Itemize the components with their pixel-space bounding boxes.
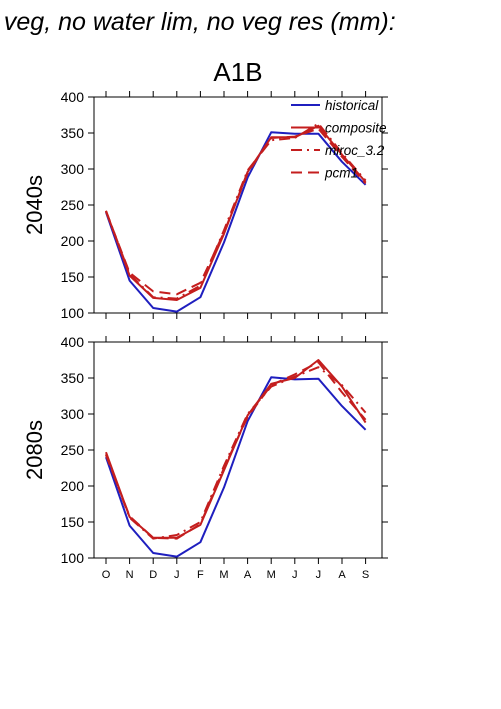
x-tick-label: A: [244, 569, 252, 581]
y-tick-label: 250: [61, 442, 85, 458]
y-tick-label: 350: [61, 370, 85, 386]
scenario-title: A1B: [213, 57, 262, 87]
legend-entry-label: historical: [325, 98, 379, 113]
y-tick-label: 100: [61, 305, 85, 321]
x-tick-label: O: [102, 569, 111, 581]
panel-row-label: 2080s: [22, 420, 47, 480]
x-tick-label: A: [338, 569, 346, 581]
y-tick-label: 200: [61, 233, 85, 249]
x-tick-label: J: [316, 569, 322, 581]
x-tick-label: D: [149, 569, 157, 581]
series-line-pcm1: [105, 127, 367, 296]
y-tick-label: 100: [61, 550, 85, 566]
panel-row-label: 2040s: [22, 175, 47, 235]
legend-entry-label: miroc_3.2: [325, 143, 385, 158]
series-line-pcm1: [105, 361, 367, 540]
legend-entry-label: composite: [325, 121, 387, 136]
y-tick-label: 300: [61, 406, 85, 422]
panel-2080s: 100 150 200 250 300 350 400 2080s O N D J F M A M J J A S: [22, 334, 388, 581]
series-line-historical: [105, 376, 367, 558]
y-tick-label: 250: [61, 197, 85, 213]
chart-header-title: f veg, no water lim, no veg res (mm):: [0, 4, 501, 38]
series-line-composite: [105, 359, 367, 539]
y-tick-label: 400: [61, 89, 85, 105]
panel-2040s: 100 150 200 250 300 350 400 2040s historical comp…: [22, 89, 388, 321]
series-line-miroc-3-2: [105, 122, 367, 300]
x-tick-label: F: [197, 569, 204, 581]
x-tick-label: J: [174, 569, 180, 581]
legend-entry-label: pcm1: [324, 166, 358, 181]
y-tick-label: 350: [61, 125, 85, 141]
series-line-historical: [105, 131, 367, 313]
y-tick-label: 400: [61, 334, 85, 350]
legend: historical composite miroc_3.2 pcm1: [291, 98, 387, 181]
x-tick-label: M: [219, 569, 228, 581]
y-tick-label: 200: [61, 478, 85, 494]
header-title-text: f veg, no water lim, no veg res (mm):: [0, 8, 396, 36]
x-tick-label: N: [126, 569, 134, 581]
x-tick-label: M: [267, 569, 276, 581]
x-tick-label: J: [292, 569, 298, 581]
y-tick-label: 150: [61, 514, 85, 530]
panels-group: 100 150 200 250 300 350 400 2040s historical comp…: [22, 89, 388, 581]
y-tick-label: 300: [61, 161, 85, 177]
x-tick-label: S: [362, 569, 369, 581]
y-tick-label: 150: [61, 269, 85, 285]
